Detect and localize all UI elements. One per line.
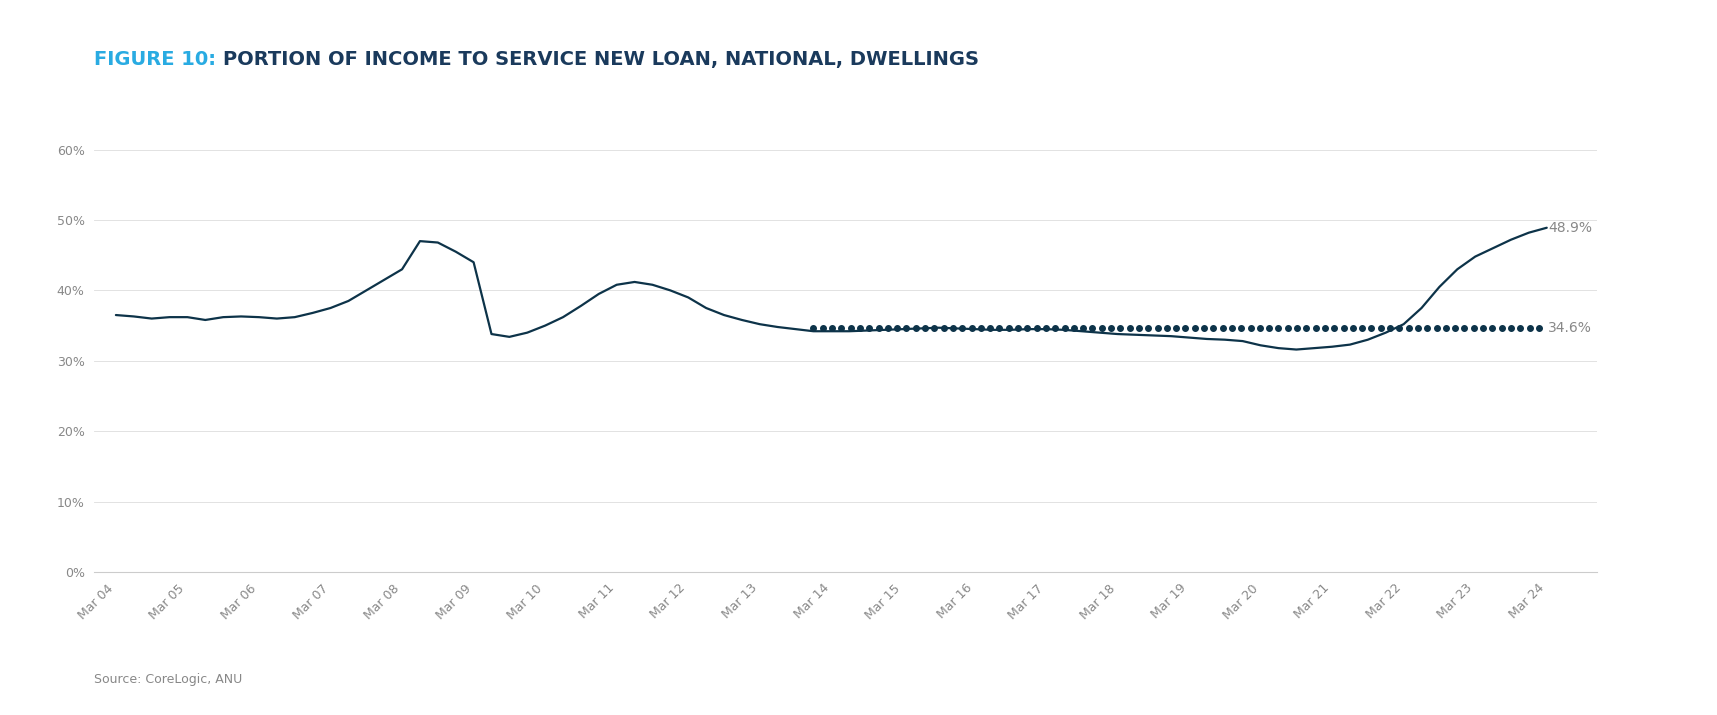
Text: PORTION OF INCOME TO SERVICE NEW LOAN, NATIONAL, DWELLINGS: PORTION OF INCOME TO SERVICE NEW LOAN, N… bbox=[223, 50, 979, 69]
Text: Source: CoreLogic, ANU: Source: CoreLogic, ANU bbox=[94, 674, 242, 686]
Text: 48.9%: 48.9% bbox=[1549, 221, 1592, 235]
Text: FIGURE 10:: FIGURE 10: bbox=[94, 50, 223, 69]
Text: 34.6%: 34.6% bbox=[1549, 322, 1592, 335]
